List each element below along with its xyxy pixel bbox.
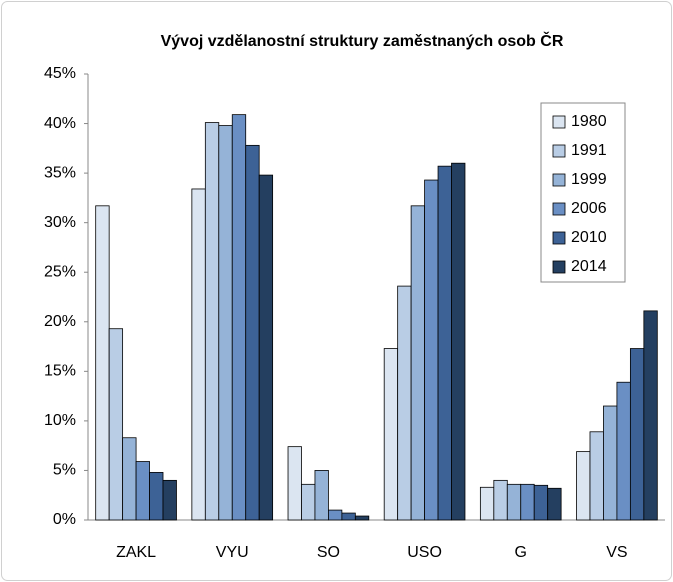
legend-swatch xyxy=(552,144,566,158)
legend-label: 2014 xyxy=(571,258,607,275)
legend-box xyxy=(540,102,626,283)
bar xyxy=(314,470,329,521)
bar xyxy=(135,461,150,521)
bar xyxy=(506,483,522,521)
bar xyxy=(479,486,495,521)
bar xyxy=(245,144,260,521)
y-tick-label: 15% xyxy=(44,363,76,380)
bar xyxy=(547,487,562,521)
bar xyxy=(589,431,604,521)
bar xyxy=(616,381,631,521)
legend-label: 1991 xyxy=(571,142,607,159)
bar xyxy=(301,483,316,521)
bar xyxy=(603,405,618,521)
y-tick-label: 0% xyxy=(53,511,76,528)
legend-swatch xyxy=(552,115,566,129)
y-tick-label: 35% xyxy=(44,164,76,181)
y-tick-label: 40% xyxy=(44,115,76,132)
bar xyxy=(287,446,302,521)
x-tick-label: SO xyxy=(317,544,340,561)
bar xyxy=(629,348,645,521)
x-tick-label: VYU xyxy=(216,544,249,561)
bar xyxy=(397,285,412,521)
y-tick-label: 30% xyxy=(44,214,76,231)
bar xyxy=(108,328,124,521)
x-tick-label: VS xyxy=(606,544,627,561)
bar xyxy=(576,451,591,521)
legend-swatch xyxy=(552,260,566,274)
x-tick-label: G xyxy=(515,544,527,561)
bar xyxy=(437,165,452,521)
y-tick-label: 5% xyxy=(53,462,76,479)
bar xyxy=(341,512,356,521)
bar xyxy=(191,188,206,521)
bar xyxy=(493,479,508,521)
legend-label: 2006 xyxy=(571,200,607,217)
chart-title: Vývoj vzdělanostní struktury zaměstnanýc… xyxy=(161,31,564,50)
bar xyxy=(218,125,233,521)
x-tick-label: ZAKL xyxy=(116,544,156,561)
bar xyxy=(162,479,177,521)
bar xyxy=(149,472,164,521)
y-tick-label: 45% xyxy=(44,65,76,82)
bar xyxy=(383,348,399,521)
bar xyxy=(451,162,466,521)
bar xyxy=(520,483,535,521)
bar xyxy=(533,484,549,521)
bar xyxy=(258,174,274,521)
x-tick-label: USO xyxy=(407,544,442,561)
legend-swatch xyxy=(552,173,566,187)
bar xyxy=(95,205,110,521)
y-tick-label: 20% xyxy=(44,313,76,330)
legend-label: 1999 xyxy=(571,171,607,188)
bar xyxy=(122,437,137,521)
bar xyxy=(354,515,370,521)
legend-label: 1980 xyxy=(571,113,607,130)
y-tick-label: 25% xyxy=(44,263,76,280)
y-tick-label: 10% xyxy=(44,412,76,429)
bar xyxy=(328,509,343,521)
bar xyxy=(424,179,439,521)
legend-swatch xyxy=(552,231,566,245)
bar xyxy=(643,310,658,521)
bar xyxy=(410,205,425,521)
legend-label: 2010 xyxy=(571,229,607,246)
bar xyxy=(204,122,220,521)
legend-swatch xyxy=(552,202,566,216)
bar xyxy=(231,114,247,521)
